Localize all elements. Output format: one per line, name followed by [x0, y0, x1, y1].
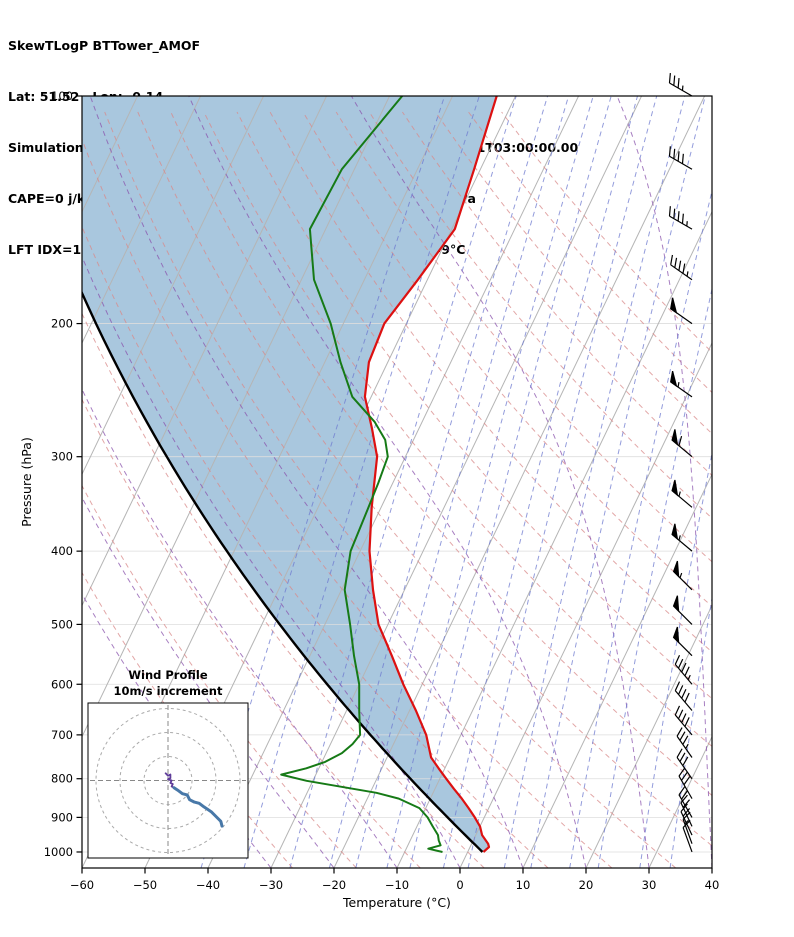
- pressure-tick-label: 700: [51, 728, 73, 742]
- hodograph-inset: [87, 702, 249, 859]
- cin-shade-region: [82, 96, 497, 852]
- wind-barb: [668, 146, 693, 170]
- temperature-tick-label: −20: [322, 878, 346, 892]
- wind-barb: [674, 681, 693, 711]
- wind-barb: [671, 429, 693, 458]
- chart-title: SkewTLogP BTTower_AMOF: [8, 38, 201, 53]
- y-axis-label: Pressure (hPa): [19, 437, 34, 527]
- wind-barb: [668, 72, 693, 97]
- wind-barb: [668, 206, 693, 230]
- wind-barb: [671, 523, 693, 552]
- temperature-tick-label: −60: [70, 878, 94, 892]
- wind-barb: [672, 595, 693, 625]
- sounding-profiles: [82, 96, 498, 853]
- wind-barb: [674, 705, 693, 736]
- wind-barb: [674, 655, 693, 685]
- pressure-tick-label: 300: [51, 450, 73, 464]
- temperature-tick-label: 20: [579, 878, 594, 892]
- wind-barb: [682, 820, 693, 853]
- background-grid: [82, 96, 712, 868]
- pressure-tick-label: 500: [51, 617, 73, 631]
- wind-barb: [680, 794, 693, 827]
- pressure-tick-label: 200: [51, 317, 73, 331]
- hodograph-ring: [119, 732, 217, 829]
- hodograph-title: Wind Profile: [128, 668, 208, 682]
- temperature-tick-label: 0: [456, 878, 463, 892]
- pressure-tick-label: 600: [51, 677, 73, 691]
- hodograph-subtitle: 10m/s increment: [113, 684, 223, 698]
- pressure-tick-label: 1000: [44, 845, 73, 859]
- hodograph-ring: [95, 708, 241, 853]
- dewpoint-line: [280, 96, 443, 853]
- hodograph-trace-mid-upper: [172, 786, 224, 828]
- x-axis-label: Temperature (°C): [343, 895, 451, 910]
- wind-barb: [676, 727, 693, 758]
- wind-barb-column: [668, 72, 693, 853]
- pressure-tick-label: 900: [51, 810, 73, 824]
- wind-barb: [676, 748, 693, 780]
- wind-barb: [682, 811, 693, 844]
- temperature-tick-label: 30: [642, 878, 657, 892]
- temperature-tick-label: −10: [385, 878, 409, 892]
- temperature-tick-label: −30: [259, 878, 283, 892]
- hodograph-ring: [143, 756, 193, 805]
- temperature-tick-label: −40: [196, 878, 220, 892]
- pressure-tick-label: 400: [51, 544, 73, 558]
- wind-barb: [672, 626, 693, 657]
- temperature-tick-label: 10: [516, 878, 531, 892]
- wind-barb: [670, 297, 693, 325]
- hodograph-trace-low: [164, 772, 175, 789]
- parcel-profile-line: [82, 290, 484, 853]
- temperature-tick-label: −50: [133, 878, 157, 892]
- pressure-tick-label: 100: [51, 89, 73, 103]
- wind-barb: [670, 254, 693, 281]
- pressure-tick-label: 800: [51, 772, 73, 786]
- temperature-line: [363, 96, 498, 853]
- wind-barb: [672, 560, 693, 591]
- wind-barb: [671, 479, 693, 508]
- wind-barb: [678, 767, 693, 799]
- wind-barb: [670, 370, 693, 398]
- temperature-tick-label: 40: [705, 878, 720, 892]
